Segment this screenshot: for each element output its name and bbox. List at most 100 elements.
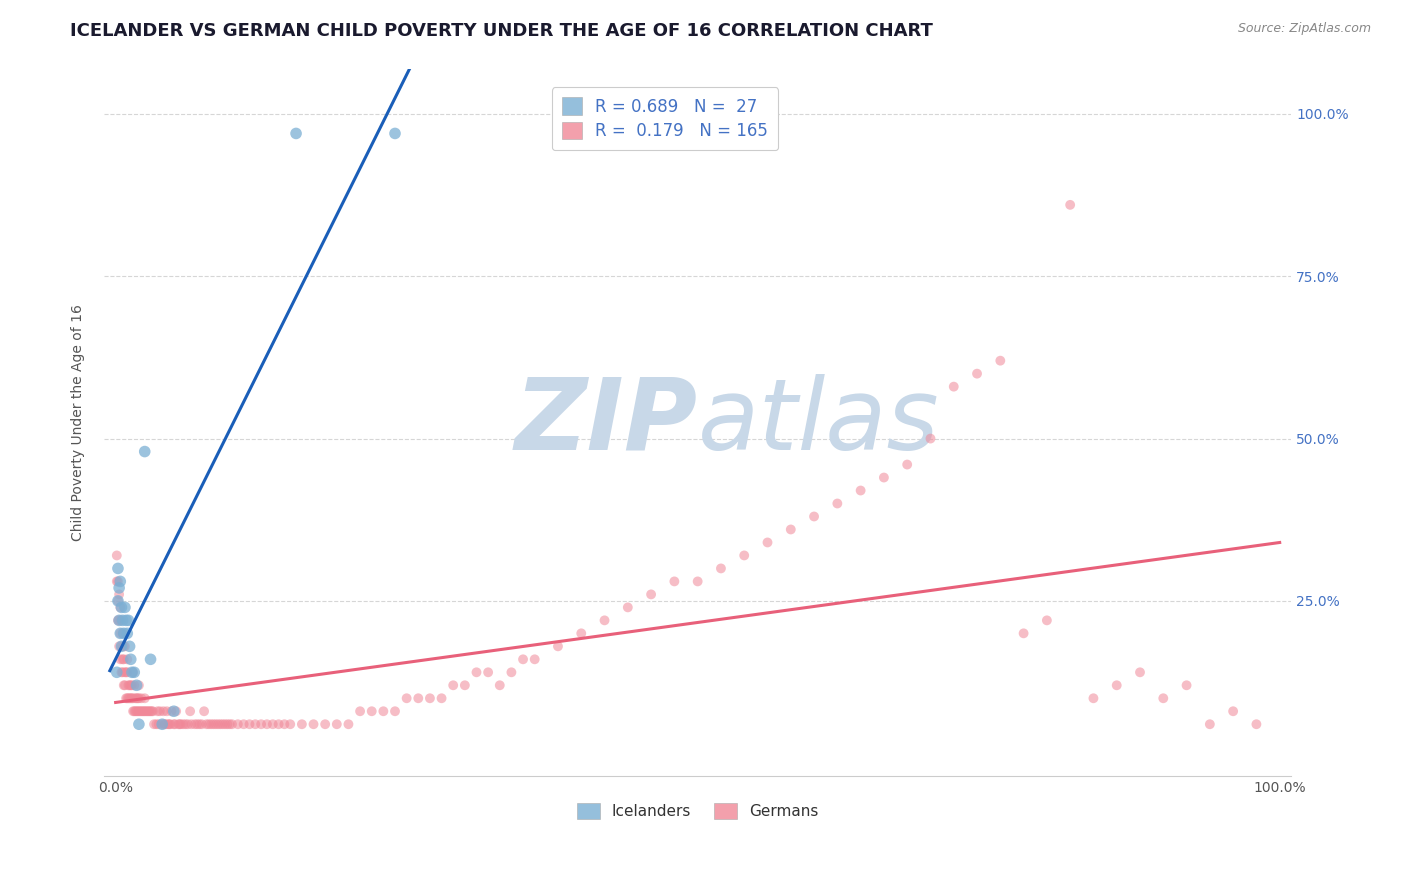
Point — [115, 691, 138, 706]
Point — [217, 717, 239, 731]
Point — [733, 549, 755, 563]
Point — [155, 717, 177, 731]
Point — [117, 613, 139, 627]
Point — [177, 717, 200, 731]
Point — [218, 717, 240, 731]
Point — [127, 691, 149, 706]
Point — [153, 717, 176, 731]
Point — [117, 691, 139, 706]
Point — [285, 127, 308, 141]
Point — [105, 574, 128, 589]
Point — [128, 704, 150, 718]
Point — [273, 717, 295, 731]
Point — [942, 379, 965, 393]
Point — [1036, 613, 1059, 627]
Point — [134, 704, 156, 718]
Point — [118, 640, 141, 654]
Point — [186, 717, 208, 731]
Point — [134, 691, 156, 706]
Point — [849, 483, 872, 498]
Point — [110, 600, 132, 615]
Point — [122, 678, 145, 692]
Point — [779, 523, 801, 537]
Point — [523, 652, 546, 666]
Point — [314, 717, 336, 731]
Point — [114, 640, 136, 654]
Point — [107, 561, 129, 575]
Point — [232, 717, 254, 731]
Point — [108, 640, 131, 654]
Point — [118, 691, 141, 706]
Point — [108, 613, 131, 627]
Point — [112, 678, 135, 692]
Point — [112, 652, 135, 666]
Point — [160, 704, 183, 718]
Point — [121, 665, 143, 680]
Point — [114, 678, 136, 692]
Point — [477, 665, 499, 680]
Point — [122, 704, 145, 718]
Point — [117, 691, 139, 706]
Point — [245, 717, 267, 731]
Point — [827, 496, 849, 510]
Point — [465, 665, 488, 680]
Point — [141, 704, 163, 718]
Point — [1059, 198, 1081, 212]
Point — [108, 581, 131, 595]
Point — [163, 717, 186, 731]
Point — [920, 432, 942, 446]
Point — [454, 678, 477, 692]
Point — [195, 717, 218, 731]
Point — [501, 665, 523, 680]
Point — [373, 704, 395, 718]
Point — [128, 691, 150, 706]
Point — [110, 640, 132, 654]
Point — [120, 652, 142, 666]
Point — [132, 704, 155, 718]
Point — [122, 691, 145, 706]
Point — [395, 691, 418, 706]
Point — [127, 704, 149, 718]
Point — [122, 704, 145, 718]
Point — [112, 626, 135, 640]
Point — [664, 574, 686, 589]
Point — [1152, 691, 1174, 706]
Point — [157, 717, 180, 731]
Point — [124, 691, 146, 706]
Point — [512, 652, 534, 666]
Point — [114, 665, 136, 680]
Point — [165, 704, 187, 718]
Point — [139, 652, 162, 666]
Point — [226, 717, 249, 731]
Point — [1129, 665, 1152, 680]
Point — [111, 613, 134, 627]
Legend: Icelanders, Germans: Icelanders, Germans — [571, 797, 825, 825]
Point — [136, 704, 159, 718]
Text: atlas: atlas — [697, 374, 939, 471]
Point — [170, 717, 193, 731]
Point — [149, 704, 172, 718]
Point — [180, 717, 202, 731]
Point — [150, 717, 173, 731]
Point — [121, 678, 143, 692]
Point — [150, 717, 173, 731]
Point — [191, 717, 214, 731]
Point — [110, 600, 132, 615]
Point — [129, 691, 152, 706]
Point — [118, 678, 141, 692]
Point — [156, 704, 179, 718]
Point — [1246, 717, 1268, 731]
Point — [1012, 626, 1035, 640]
Point — [184, 717, 207, 731]
Point — [117, 652, 139, 666]
Point — [569, 626, 592, 640]
Point — [156, 717, 179, 731]
Point — [174, 717, 197, 731]
Point — [250, 717, 273, 731]
Point — [117, 665, 139, 680]
Point — [134, 444, 156, 458]
Point — [238, 717, 260, 731]
Point — [1198, 717, 1220, 731]
Point — [128, 717, 150, 731]
Point — [110, 574, 132, 589]
